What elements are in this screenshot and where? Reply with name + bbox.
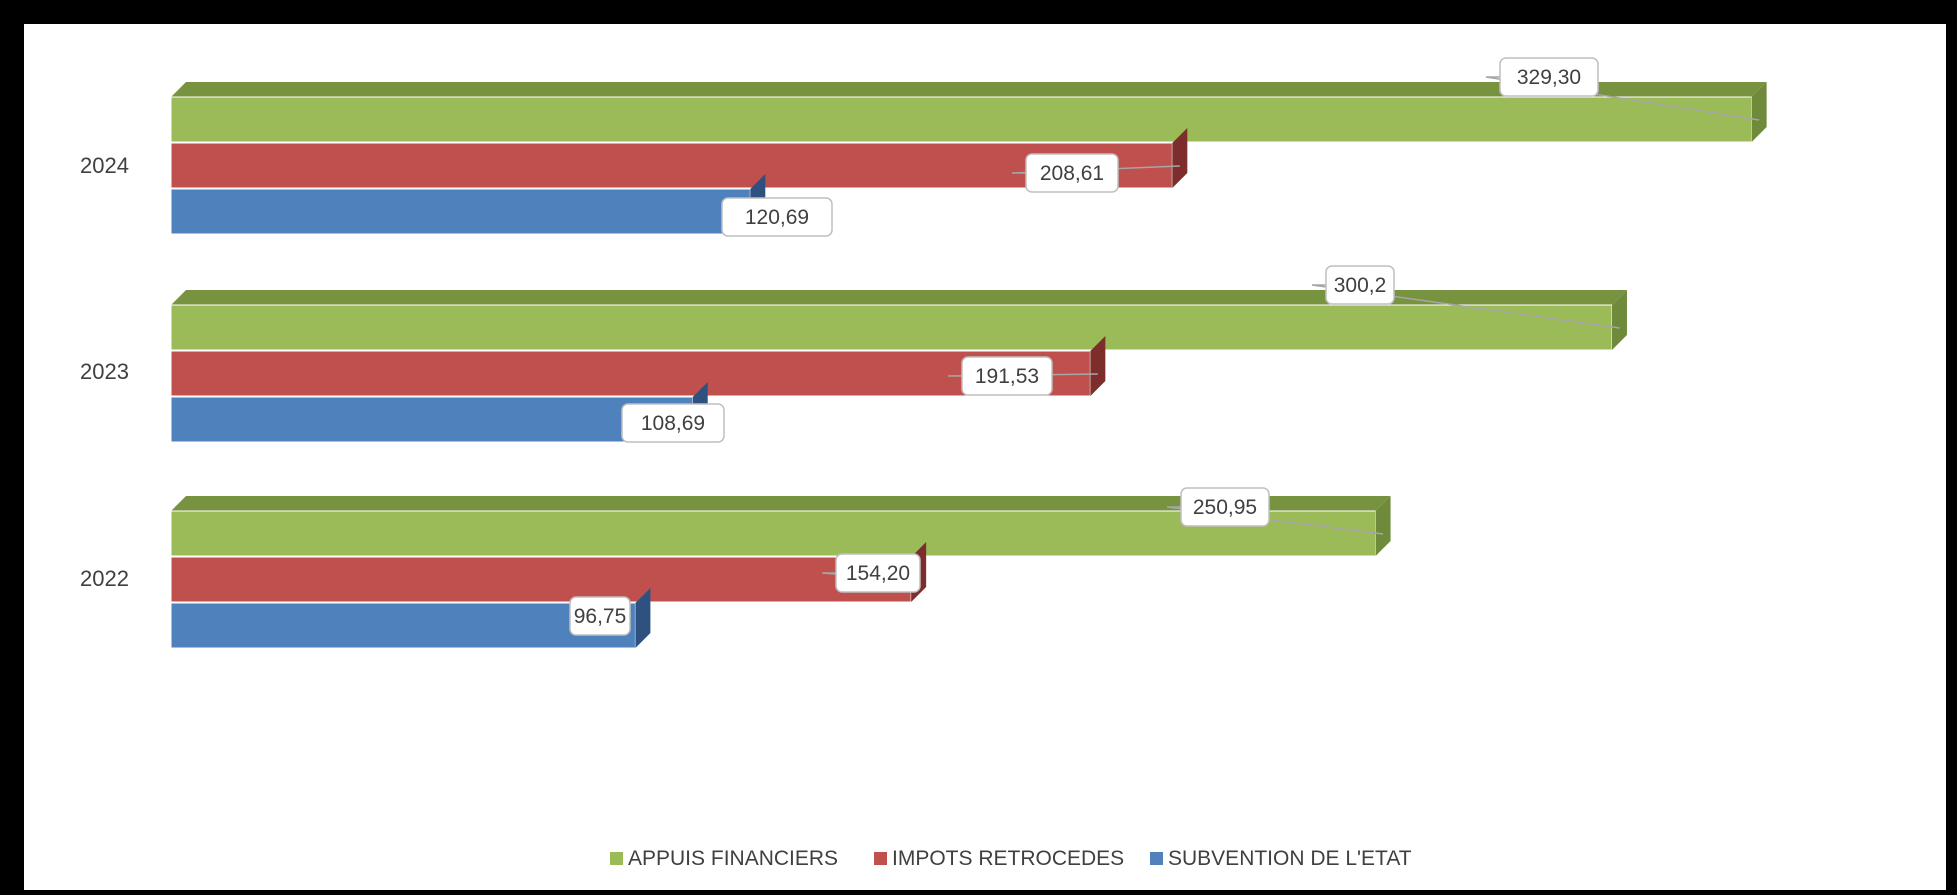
bar-side-face (1611, 290, 1627, 350)
bar-front-face (170, 350, 1091, 397)
bar-front-face (170, 510, 1377, 557)
chart-frame: 329,30 208,61 120,69 300,2 191,53 108,69 250,9… (10, 10, 1947, 890)
data-label: 250,95 (1166, 487, 1384, 535)
data-label: 208,61 (1011, 153, 1180, 193)
bar-front-face (170, 142, 1173, 189)
bar-top-face (171, 290, 1627, 305)
data-label-text: 191,53 (975, 365, 1039, 388)
data-label-box (1325, 265, 1395, 305)
data-label-text: 208,61 (1040, 162, 1104, 185)
bar-front-face (170, 96, 1753, 143)
data-label-text: 96,75 (574, 605, 627, 628)
bar-side-face (1172, 128, 1188, 188)
legend: APPUIS FINANCIERS IMPOTS RETROCEDES SUBVEN… (610, 847, 1412, 870)
bar (170, 588, 651, 649)
data-label-text: 329,30 (1517, 66, 1581, 89)
data-label: 96,75 (552, 596, 631, 636)
data-label: 191,53 (947, 356, 1098, 396)
data-label-text: 108,69 (641, 412, 705, 435)
chart-panel: 329,30 208,61 120,69 300,2 191,53 108,69 250,9… (24, 24, 1946, 890)
leader-line (1011, 165, 1180, 174)
data-label-text: 300,2 (1334, 274, 1387, 297)
legend-label: SUBVENTION DE L'ETAT (1168, 847, 1412, 870)
leader-line (1311, 284, 1620, 329)
data-label-key (552, 610, 564, 622)
data-labels-layer: 329,30 208,61 120,69 300,2 191,53 108,69 250,9… (552, 57, 1760, 636)
data-label: 329,30 (1485, 57, 1760, 121)
category-labels-layer: 2024 2023 2022 (80, 153, 129, 591)
legend-swatch (874, 852, 887, 865)
legend-item: APPUIS FINANCIERS (610, 847, 838, 870)
category-label: 2022 (80, 566, 129, 591)
bars-layer (170, 82, 1767, 649)
legend-label: IMPOTS RETROCEDES (892, 847, 1124, 870)
data-label-key (704, 211, 716, 223)
data-label: 108,69 (604, 403, 725, 443)
data-label-box (721, 197, 833, 237)
bar-side-face (635, 588, 651, 648)
legend-item: IMPOTS RETROCEDES (874, 847, 1124, 870)
data-label: 300,2 (1311, 265, 1620, 329)
leader-line (1166, 506, 1384, 535)
data-label-box (1499, 57, 1599, 97)
bar-top-face (171, 82, 1767, 97)
bar-side-face (1375, 496, 1391, 556)
data-label: 120,69 (704, 197, 833, 237)
data-label: 154,20 (821, 553, 921, 593)
bar-front-face (170, 188, 751, 235)
bar-side-face (1090, 336, 1106, 396)
legend-swatch (1150, 852, 1163, 865)
bar (170, 174, 766, 235)
bar-top-face (171, 496, 1391, 511)
data-label-text: 120,69 (745, 206, 809, 229)
data-label-box (621, 403, 725, 443)
data-label-text: 250,95 (1193, 496, 1257, 519)
data-label-text: 154,20 (846, 562, 910, 585)
bar (170, 290, 1627, 351)
legend-label: APPUIS FINANCIERS (628, 847, 838, 870)
bar-chart: 329,30 208,61 120,69 300,2 191,53 108,69 250,9… (80, 57, 1767, 870)
data-label-box (569, 596, 631, 636)
legend-swatch (610, 852, 623, 865)
bar-front-face (170, 602, 636, 649)
leader-line (1485, 76, 1760, 121)
bar (170, 496, 1391, 557)
data-label-box (1025, 153, 1119, 193)
data-label-box (961, 356, 1053, 396)
bar-front-face (170, 556, 912, 603)
bar-front-face (170, 304, 1613, 351)
bar (170, 336, 1106, 397)
data-label-box (1180, 487, 1270, 527)
data-label-key (604, 417, 616, 429)
bar-side-face (1751, 82, 1767, 142)
bar (170, 128, 1188, 189)
category-label: 2024 (80, 153, 129, 178)
category-label: 2023 (80, 359, 129, 384)
data-label-box (835, 553, 921, 593)
legend-item: SUBVENTION DE L'ETAT (1150, 847, 1412, 870)
